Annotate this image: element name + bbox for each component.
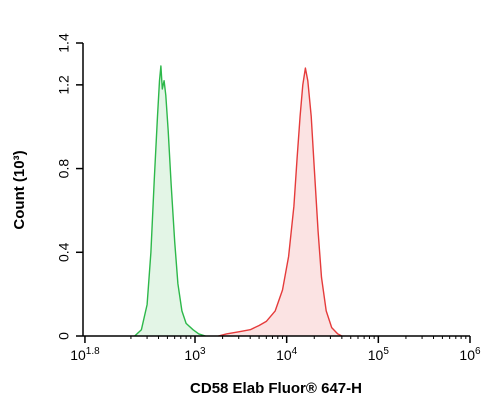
y-tick-label: 0.4 bbox=[56, 242, 72, 262]
x-tick-label: 101.8 bbox=[70, 346, 100, 363]
y-tick-label: 1.2 bbox=[56, 75, 72, 95]
plot-area bbox=[134, 65, 343, 337]
y-tick-label: 0 bbox=[56, 332, 72, 340]
x-tick-label: 106 bbox=[459, 346, 481, 363]
y-tick-label: 0.8 bbox=[56, 159, 72, 179]
x-tick-label: 104 bbox=[276, 346, 298, 363]
series-1-area bbox=[134, 66, 206, 336]
series-2-area bbox=[218, 68, 342, 336]
y-axis-title: Count (10³) bbox=[11, 150, 28, 229]
y-tick-label: 1.4 bbox=[56, 33, 72, 53]
x-axis-title: CD58 Elab Fluor® 647-H bbox=[190, 380, 362, 397]
series-2-line bbox=[218, 67, 343, 337]
series-1-line bbox=[134, 65, 206, 337]
x-tick-label: 103 bbox=[184, 346, 206, 363]
axes: 0 0.4 0.8 1.2 1.4 101.8 103 104 105 106 bbox=[56, 33, 481, 363]
x-tick-label: 105 bbox=[368, 346, 390, 363]
